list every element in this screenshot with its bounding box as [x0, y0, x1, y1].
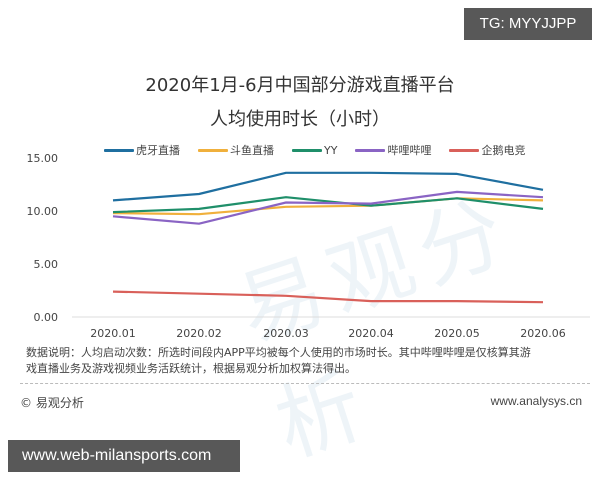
legend-item: 虎牙直播 [104, 142, 180, 158]
legend-item: 企鹅电竞 [449, 142, 525, 158]
chart-title: 2020年1月-6月中国部分游戏直播平台 [145, 75, 455, 96]
legend-swatch [449, 148, 480, 152]
legend-label: 企鹅电竞 [481, 144, 526, 157]
series-line [112, 290, 544, 304]
chart-legend: 虎牙直播 斗鱼直播 YY 哔哩哔哩 企鹅电竞 [104, 141, 543, 159]
line-chart: 15.00 10.00 5.00 0.00 2020.01 2020.02 2020.03 2… [27, 152, 590, 340]
series-line [112, 196, 544, 214]
x-tick-label: 2020.02 [176, 327, 222, 340]
legend-label: 哔哩哔哩 [387, 144, 432, 157]
x-tick-label: 2020.05 [434, 327, 480, 340]
legend-swatch [355, 148, 386, 152]
x-tick-label: 2020.04 [348, 327, 394, 340]
legend-swatch [104, 148, 134, 152]
y-tick-label: 0.00 [34, 311, 59, 324]
legend-swatch [198, 148, 228, 152]
data-note-line-1: 数据说明：人均启动次数：所选时间段内APP平均被每个人使用的市场时长。其中哔哩哔… [26, 346, 531, 359]
series-line [112, 190, 544, 225]
copyright-label: © 易观分析 [20, 396, 84, 410]
legend-swatch [292, 148, 322, 152]
legend-item: 哔哩哔哩 [355, 142, 431, 158]
website-badge: www.web-milansports.com [8, 440, 240, 472]
divider [20, 383, 590, 384]
y-tick-label: 15.00 [27, 152, 59, 165]
series-line [112, 197, 544, 216]
x-tick-label: 2020.01 [90, 327, 136, 340]
y-tick-label: 10.00 [27, 205, 59, 218]
legend-label: 斗鱼直播 [230, 144, 274, 157]
data-note-line-2: 戏直播业务及游戏视频业务活跃统计，根据易观分析加权算法得出。 [26, 362, 356, 375]
x-tick-label: 2020.03 [263, 327, 309, 340]
source-site-link[interactable]: www.analysys.cn [490, 394, 582, 408]
legend-label: 虎牙直播 [136, 144, 180, 157]
series-line [112, 171, 544, 202]
legend-item: 斗鱼直播 [198, 142, 274, 158]
legend-item: YY [292, 144, 337, 157]
legend-label: YY [324, 143, 338, 157]
y-tick-label: 5.00 [34, 258, 59, 271]
telegram-badge: TG: MYYJJPP [464, 8, 592, 40]
data-note: 数据说明：人均启动次数：所选时间段内APP平均被每个人使用的市场时长。其中哔哩哔… [26, 345, 586, 377]
chart-subtitle: 人均使用时长（小时） [210, 109, 390, 130]
x-tick-label: 2020.06 [520, 327, 566, 340]
